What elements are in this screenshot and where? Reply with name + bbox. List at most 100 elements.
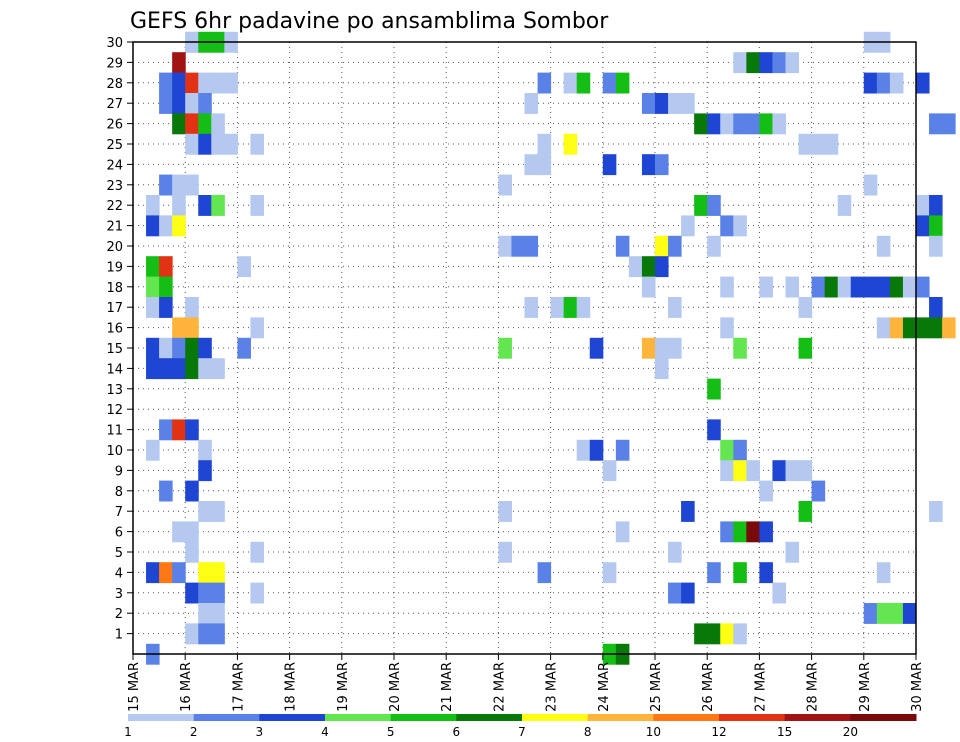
precip-cell: [902, 317, 917, 339]
precip-cell: [694, 195, 708, 216]
precip-cell: [602, 460, 617, 482]
y-tick-label: 6: [115, 526, 123, 541]
precip-cell: [929, 113, 943, 135]
precip-cell: [837, 195, 852, 216]
x-tick-label: 17 MAR: [231, 662, 246, 712]
y-tick-label: 1: [115, 628, 123, 643]
precip-cell: [889, 72, 904, 94]
x-tick-label: 15 MAR: [127, 662, 142, 712]
precip-cell: [172, 521, 186, 543]
precip-cell: [837, 276, 852, 298]
x-axis: 15 MAR 16 MAR 17 MAR 18 MAR 19 MAR 20 MAR 21 M…: [127, 654, 925, 712]
precip-cell: [733, 337, 747, 359]
precip-cell: [694, 623, 708, 645]
y-tick-label: 7: [115, 505, 123, 520]
colorbar-level-label: 2: [190, 725, 198, 739]
precip-cell: [759, 276, 773, 298]
chart-title: GEFS 6hr padavine po ansamblima Sombor: [130, 9, 609, 34]
y-tick-label: 22: [106, 199, 123, 214]
precip-cell: [159, 215, 173, 237]
precip-cell: [211, 133, 225, 155]
precip-cell: [720, 439, 734, 461]
precip-cell: [733, 562, 747, 584]
precip-cell: [798, 297, 813, 318]
y-tick-label: 10: [106, 444, 123, 459]
precip-cell: [929, 317, 943, 339]
precip-cell: [641, 276, 656, 298]
x-tick-label: 23 MAR: [545, 662, 560, 712]
colorbar-level-label: 7: [518, 725, 526, 739]
precip-cell: [863, 276, 878, 298]
precip-cell: [746, 460, 760, 482]
precip-cell: [668, 93, 682, 114]
precip-cell: [876, 562, 891, 584]
precip-cell: [876, 317, 891, 339]
precip-cell: [681, 93, 695, 114]
precip-cell: [641, 93, 656, 114]
precip-cell: [537, 562, 552, 584]
precip-cell: [185, 358, 199, 380]
precip-cell: [198, 72, 212, 94]
precip-cell: [929, 297, 943, 318]
y-tick-label: 11: [106, 424, 123, 439]
y-tick-label: 12: [106, 403, 123, 418]
y-tick-label: 3: [115, 587, 123, 602]
y-tick-label: 14: [106, 362, 123, 377]
precip-cell: [942, 317, 956, 339]
precip-cell: [929, 215, 943, 237]
y-tick-label: 29: [106, 56, 123, 71]
precip-cell: [707, 235, 721, 257]
x-tick-label: 18 MAR: [284, 662, 299, 712]
precip-cell: [185, 72, 199, 94]
y-tick-label: 19: [106, 260, 123, 275]
y-tick-label: 28: [106, 77, 123, 92]
x-tick-label: 22 MAR: [492, 662, 507, 712]
precip-cell: [498, 541, 512, 563]
precip-cell: [746, 521, 760, 543]
precip-cell: [172, 93, 186, 114]
precip-cell: [720, 521, 734, 543]
precip-cell: [172, 337, 186, 359]
precip-cell: [733, 460, 747, 482]
precip-cell: [198, 460, 212, 482]
precip-cell: [759, 52, 773, 74]
precip-cell: [159, 72, 173, 94]
x-tick-label: 21 MAR: [440, 662, 455, 712]
precip-cell: [185, 419, 199, 441]
precip-cell: [537, 154, 552, 176]
colorbar-swatch: [784, 714, 851, 721]
precip-cell: [733, 113, 747, 135]
precip-cell: [668, 541, 682, 563]
precip-cell: [929, 501, 943, 522]
precip-cell: [563, 297, 578, 318]
precip-cell: [198, 582, 212, 604]
precip-cell: [211, 501, 225, 522]
precip-cell: [681, 215, 695, 237]
precip-cell: [159, 276, 173, 298]
precip-cell: [641, 256, 656, 278]
precip-cell: [811, 276, 826, 298]
y-tick-label: 21: [106, 220, 123, 235]
precip-cell: [589, 337, 604, 359]
precip-cell: [733, 215, 747, 237]
precip-cell: [237, 337, 251, 359]
precip-cell: [641, 337, 656, 359]
precip-cell: [211, 582, 225, 604]
precip-cell: [615, 439, 630, 461]
precip-cell: [733, 521, 747, 543]
precip-cell: [707, 378, 721, 400]
precip-cell: [733, 439, 747, 461]
precip-cell: [211, 623, 225, 645]
precip-cell: [694, 113, 708, 135]
colorbar-level-label: 4: [321, 725, 329, 739]
precip-cell: [720, 623, 734, 645]
precip-cell: [850, 276, 865, 298]
precip-cell: [655, 235, 669, 257]
precip-cell: [785, 460, 800, 482]
precip-cell: [602, 562, 617, 584]
x-tick-label: 20 MAR: [388, 662, 403, 712]
precip-cell: [889, 317, 904, 339]
precip-cell: [185, 623, 199, 645]
precip-cell: [146, 439, 160, 461]
precip-cell: [211, 562, 225, 584]
